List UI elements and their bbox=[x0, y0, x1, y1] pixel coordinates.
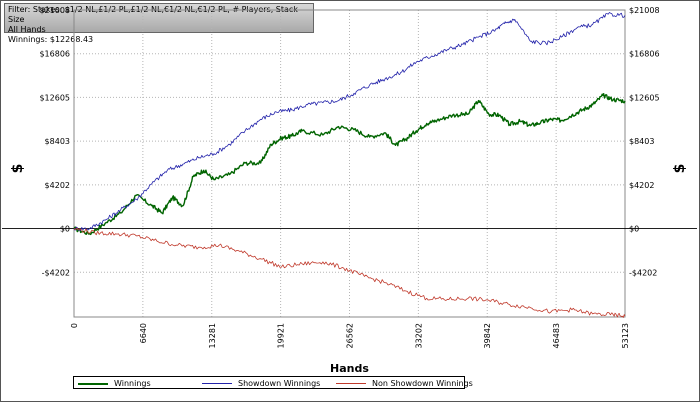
y-axis-label-right: $ bbox=[672, 164, 688, 174]
x-tick-label: 53123 bbox=[621, 323, 630, 348]
y-tick-label-left: $16806 bbox=[39, 50, 70, 59]
y-tick-label-right: -$4202 bbox=[629, 268, 657, 277]
legend-swatch bbox=[78, 383, 108, 385]
series-line-2 bbox=[73, 12, 626, 231]
legend-label: Non Showdown Winnings bbox=[372, 379, 473, 388]
y-tick-label-left: -$4202 bbox=[42, 268, 70, 277]
y-tick-label-left: $8403 bbox=[45, 137, 70, 146]
x-tick-label: 46483 bbox=[552, 323, 561, 348]
legend-swatch bbox=[336, 383, 366, 384]
x-tick-label: 6640 bbox=[139, 323, 148, 343]
legend-label: Showdown Winnings bbox=[238, 379, 321, 388]
x-tick-label: 13281 bbox=[208, 323, 217, 348]
tick-layer: 0 6640 13281 19921 26562 33202 39842 46483 53123… bbox=[39, 6, 659, 348]
y-tick-label-left: $12605 bbox=[39, 93, 70, 102]
y-tick-label-right: $16806 bbox=[629, 50, 660, 59]
y-tick-label-right: $12605 bbox=[629, 93, 660, 102]
y-tick-label-right: $8403 bbox=[629, 137, 654, 146]
y-tick-label-right: $4202 bbox=[629, 181, 654, 190]
chart-legend: Winnings Showdown Winnings Non Showdown Wi… bbox=[73, 376, 473, 389]
y-tick-label-left: $21008 bbox=[39, 6, 70, 15]
x-tick-label: 33202 bbox=[414, 323, 423, 348]
legend-label: Winnings bbox=[114, 379, 151, 388]
y-tick-label-right: $21008 bbox=[629, 6, 660, 15]
x-tick-label: 39842 bbox=[483, 323, 492, 348]
series-layer bbox=[73, 12, 626, 318]
x-tick-label: 0 bbox=[70, 323, 79, 328]
legend-swatch bbox=[202, 383, 232, 384]
x-axis-label: Hands bbox=[330, 362, 369, 375]
series-line-1 bbox=[73, 92, 626, 236]
y-tick-label-left: $4202 bbox=[45, 181, 70, 190]
y-axis-label-left: $ bbox=[10, 164, 26, 174]
y-tick-label-left: $0 bbox=[60, 225, 70, 234]
grid-layer bbox=[73, 9, 626, 318]
x-tick-label: 19921 bbox=[277, 323, 286, 348]
y-tick-label-right: $0 bbox=[629, 225, 639, 234]
series-line-3 bbox=[73, 227, 626, 318]
filter-hands-text: All Hands bbox=[8, 25, 46, 34]
x-tick-label: 26562 bbox=[346, 323, 355, 348]
plot-area-border bbox=[73, 9, 626, 318]
filter-winnings-text: Winnings: $12268.43 bbox=[8, 35, 94, 44]
